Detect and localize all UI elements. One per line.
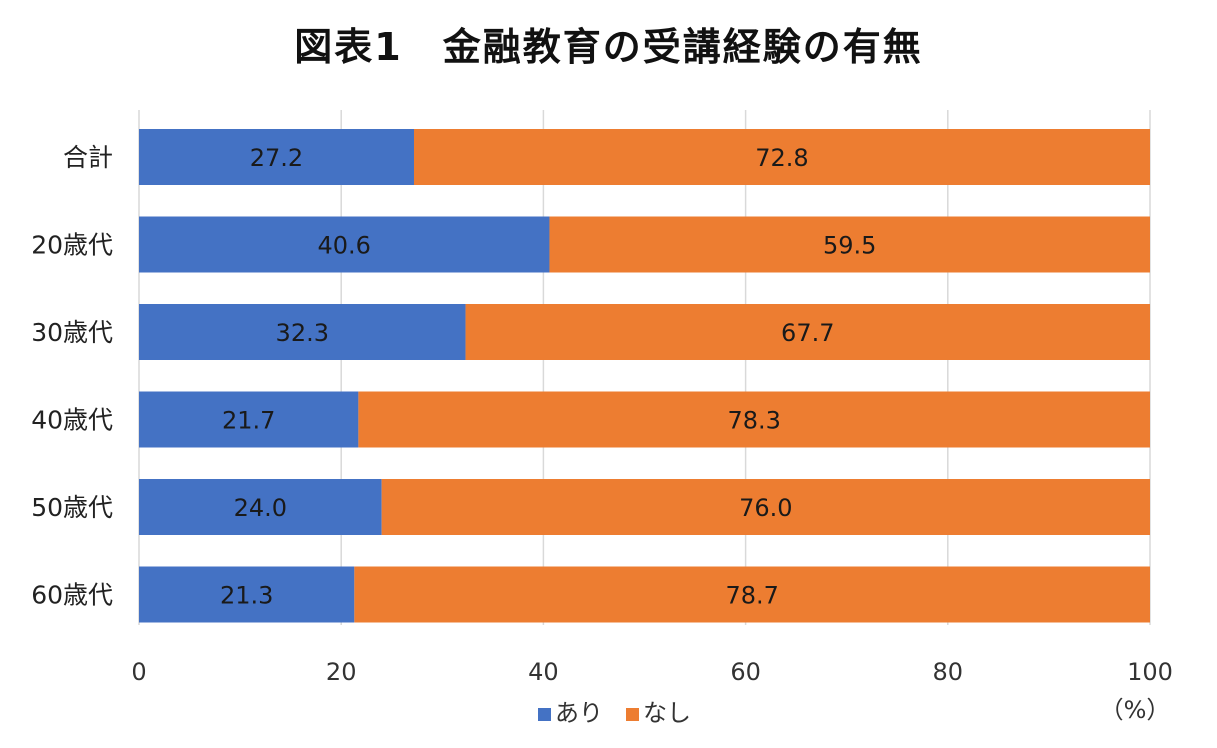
legend: あり なし — [538, 699, 691, 727]
category-label: 60歳代 — [31, 581, 113, 610]
data-label: 59.5 — [823, 232, 876, 260]
bar-nashi — [465, 304, 1151, 360]
legend-swatch — [538, 708, 551, 721]
x-tick-label: 20 — [326, 658, 357, 686]
data-label: 76.0 — [739, 494, 792, 522]
data-label: 24.0 — [234, 494, 287, 522]
bar-nashi — [381, 479, 1150, 535]
bar-ari — [139, 479, 382, 535]
data-label: 32.3 — [276, 319, 329, 347]
category-label: 20歳代 — [31, 231, 113, 260]
category-label: 40歳代 — [31, 406, 113, 435]
bar-ari — [139, 566, 355, 623]
legend-swatch — [626, 708, 639, 721]
bar-ari — [139, 216, 550, 273]
legend-label: なし — [643, 699, 691, 727]
data-label: 72.8 — [755, 144, 808, 172]
data-label: 78.7 — [725, 582, 778, 610]
x-tick-label: 40 — [528, 658, 559, 686]
data-label: 21.7 — [222, 407, 275, 435]
category-labels: 合計 20歳代 30歳代 40歳代 50歳代 60歳代 — [31, 143, 113, 610]
bar-nashi — [413, 129, 1150, 185]
x-axis-ticks: 0 20 40 60 80 100 — [131, 658, 1173, 686]
data-label: 78.3 — [727, 407, 780, 435]
x-axis-unit: （%） — [1100, 696, 1171, 724]
data-label: 67.7 — [781, 319, 834, 347]
x-tick-label: 80 — [933, 658, 964, 686]
x-tick-label: 100 — [1127, 658, 1173, 686]
bar-nashi — [354, 566, 1150, 623]
x-tick-label: 0 — [131, 658, 146, 686]
category-label: 30歳代 — [31, 318, 113, 347]
data-label: 40.6 — [318, 232, 371, 260]
data-label: 27.2 — [250, 144, 303, 172]
bar-ari — [139, 391, 359, 448]
bar-nashi — [549, 216, 1150, 273]
category-label: 50歳代 — [31, 493, 113, 522]
category-label: 合計 — [63, 143, 113, 172]
data-label: 21.3 — [220, 582, 273, 610]
gridlines — [138, 110, 1151, 625]
legend-label: あり — [555, 699, 603, 727]
bars: 27.2 72.8 40.6 59.5 32.3 67.7 21.7 78.3 24.0 76.0… — [139, 129, 1151, 623]
bar-ari — [139, 129, 414, 185]
bar-ari — [139, 304, 466, 360]
bar-nashi — [358, 391, 1151, 448]
chart-title: 図表1 金融教育の受講経験の有無 — [294, 25, 923, 69]
x-tick-label: 60 — [730, 658, 761, 686]
